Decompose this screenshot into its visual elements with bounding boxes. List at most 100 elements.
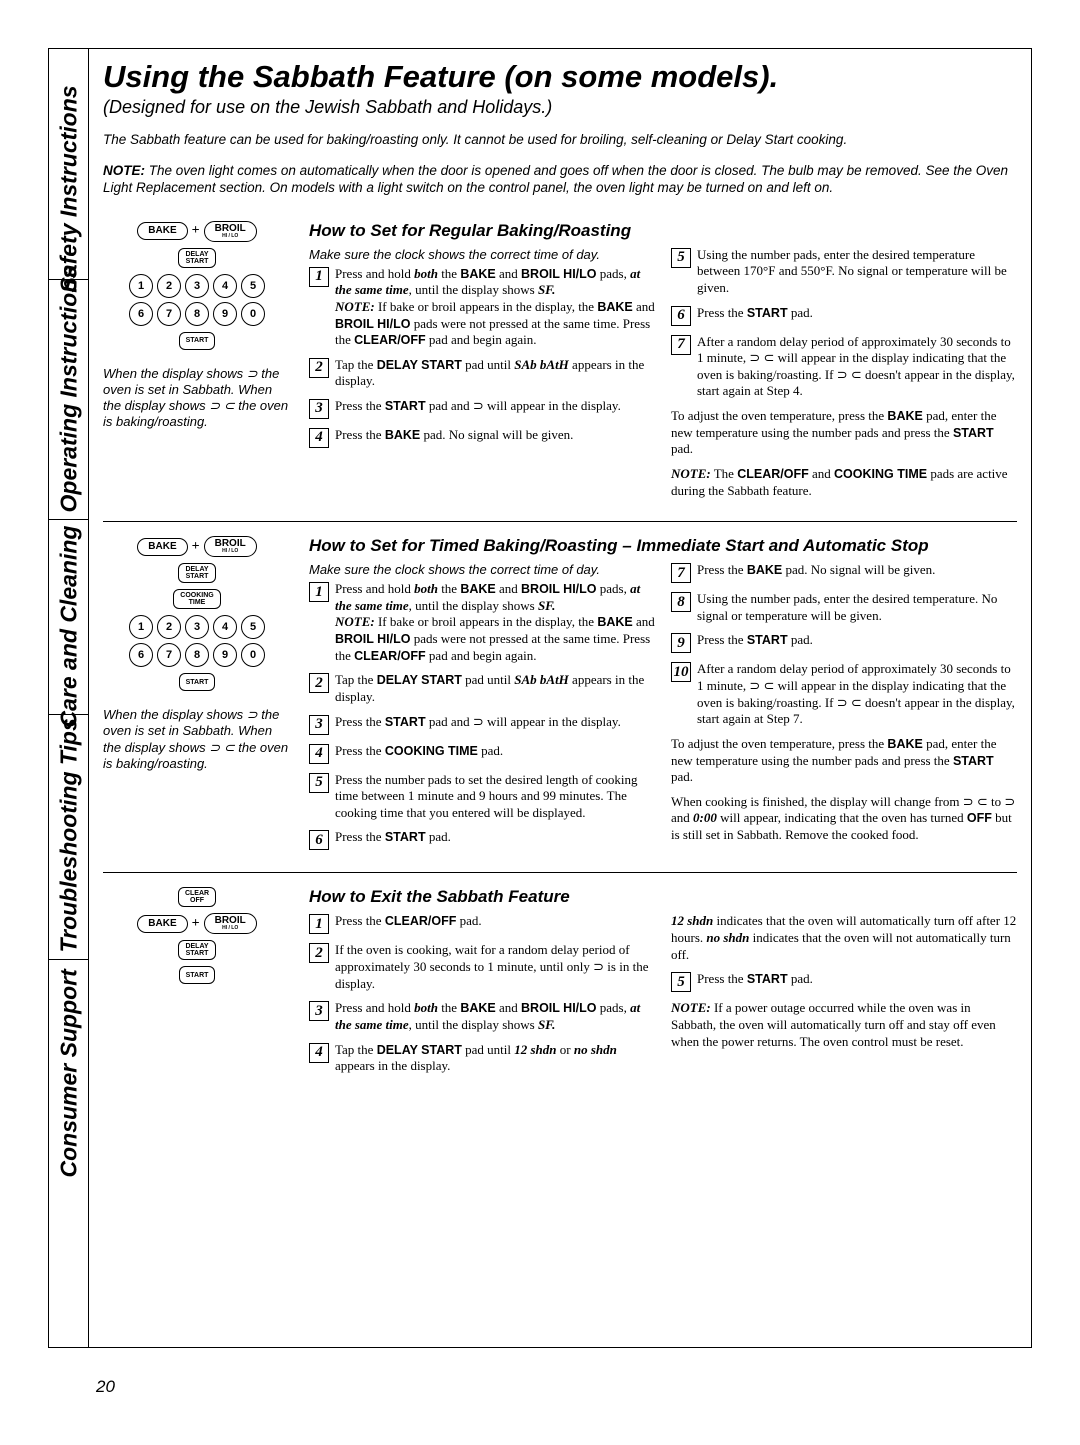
step-number-icon: 7 xyxy=(671,335,691,355)
num-1: 1 xyxy=(129,274,153,298)
steps-left: 1 Press and hold both the BAKE and BROIL… xyxy=(309,581,655,850)
step: 9 Press the START pad. xyxy=(671,632,1017,653)
step-number-icon: 4 xyxy=(309,1043,329,1063)
intro-line-2: NOTE: The oven light comes on automatica… xyxy=(103,163,1017,197)
step-number-icon: 4 xyxy=(309,428,329,448)
start-button: START xyxy=(179,673,216,691)
intro-line-1: The Sabbath feature can be used for baki… xyxy=(103,132,1017,149)
step-number-icon: 5 xyxy=(671,972,691,992)
step-text: Press the BAKE pad. No signal will be gi… xyxy=(335,427,573,448)
step-text: Tap the DELAY START pad until 12 shdn or… xyxy=(335,1042,655,1075)
step-number-icon: 5 xyxy=(309,773,329,793)
step-text: Press the START pad. xyxy=(697,305,813,326)
step: 2 If the oven is cooking, wait for a ran… xyxy=(309,942,655,992)
num-8: 8 xyxy=(185,643,209,667)
section-heading: How to Set for Timed Baking/Roasting – I… xyxy=(309,536,1017,556)
num-1: 1 xyxy=(129,615,153,639)
steps-right: 12 shdn indicates that the oven will aut… xyxy=(671,913,1017,1050)
step: 7 After a random delay period of approxi… xyxy=(671,334,1017,401)
clock-reminder: Make sure the clock shows the correct ti… xyxy=(309,562,655,577)
delay-start-button: DELAYSTART xyxy=(178,940,215,960)
clear-off-button: CLEAROFF xyxy=(178,887,216,907)
body-text: 12 shdn indicates that the oven will aut… xyxy=(671,913,1017,963)
step-number-icon: 2 xyxy=(309,943,329,963)
step-number-icon: 1 xyxy=(309,914,329,934)
bake-button: BAKE xyxy=(137,222,187,240)
num-4: 4 xyxy=(213,274,237,298)
sidebar-divider xyxy=(49,519,88,520)
step: 10 After a random delay period of approx… xyxy=(671,661,1017,728)
num-7: 7 xyxy=(157,302,181,326)
delay-start-button: DELAYSTART xyxy=(178,563,215,583)
step-number-icon: 4 xyxy=(309,744,329,764)
step: 4 Press the COOKING TIME pad. xyxy=(309,743,655,764)
step-number-icon: 8 xyxy=(671,592,691,612)
step-text: Press the CLEAR/OFF pad. xyxy=(335,913,482,934)
tab-care: Care and Cleaning xyxy=(56,528,83,728)
step-text: Press the START pad and ⊃ will appear in… xyxy=(335,398,621,419)
cooking-time-button: COOKINGTIME xyxy=(173,589,220,609)
start-button: START xyxy=(179,332,216,350)
step-number-icon: 1 xyxy=(309,582,329,602)
control-diagram-1: BAKE + BROILHI / LO DELAYSTART 1 2 3 4 5… xyxy=(103,221,291,508)
step-number-icon: 10 xyxy=(671,662,691,682)
number-pad: 1 2 3 4 5 6 7 8 9 0 xyxy=(129,615,265,667)
num-4: 4 xyxy=(213,615,237,639)
step-text: If the oven is cooking, wait for a rando… xyxy=(335,942,655,992)
tab-operating: Operating Instructions xyxy=(56,313,83,513)
broil-button: BROILHI / LO xyxy=(204,221,257,242)
step-text: After a random delay period of approxima… xyxy=(697,334,1017,401)
sidebar-divider xyxy=(49,959,88,960)
step-number-icon: 5 xyxy=(671,248,691,268)
start-button: START xyxy=(179,966,216,984)
step-text: Press and hold both the BAKE and BROIL H… xyxy=(335,1000,655,1033)
body-note: NOTE: The CLEAR/OFF and COOKING TIME pad… xyxy=(671,466,1017,499)
step-number-icon: 9 xyxy=(671,633,691,653)
step-number-icon: 6 xyxy=(309,830,329,850)
num-6: 6 xyxy=(129,643,153,667)
num-8: 8 xyxy=(185,302,209,326)
num-3: 3 xyxy=(185,274,209,298)
num-0: 0 xyxy=(241,302,265,326)
control-diagram-2: BAKE + BROILHI / LO DELAYSTART COOKINGTI… xyxy=(103,536,291,858)
steps-left: 1 Press the CLEAR/OFF pad. 2 If the oven… xyxy=(309,913,655,1074)
num-7: 7 xyxy=(157,643,181,667)
step-text: Tap the DELAY START pad until SAb bAtH a… xyxy=(335,672,655,705)
section-timed-baking: BAKE + BROILHI / LO DELAYSTART COOKINGTI… xyxy=(103,522,1017,873)
step: 3 Press and hold both the BAKE and BROIL… xyxy=(309,1000,655,1033)
step-text: Using the number pads, enter the desired… xyxy=(697,247,1017,297)
diagram-caption: When the display shows ⊃ the oven is set… xyxy=(103,707,291,772)
delay-start-button: DELAYSTART xyxy=(178,248,215,268)
plus-icon: + xyxy=(192,916,200,932)
step-text: Press the START pad. xyxy=(697,971,813,992)
section-exit-sabbath: CLEAROFF BAKE + BROILHI / LO DELAYSTART … xyxy=(103,873,1017,1096)
step: 1 Press the CLEAR/OFF pad. xyxy=(309,913,655,934)
step-number-icon: 3 xyxy=(309,399,329,419)
num-2: 2 xyxy=(157,615,181,639)
body-text: To adjust the oven temperature, press th… xyxy=(671,408,1017,458)
num-9: 9 xyxy=(213,643,237,667)
num-3: 3 xyxy=(185,615,209,639)
page-title: Using the Sabbath Feature (on some model… xyxy=(103,59,1017,95)
plus-icon: + xyxy=(192,539,200,555)
section-heading: How to Exit the Sabbath Feature xyxy=(309,887,1017,907)
step-text: Tap the DELAY START pad until SAb bAtH a… xyxy=(335,357,655,390)
step: 3 Press the START pad and ⊃ will appear … xyxy=(309,398,655,419)
clock-reminder: Make sure the clock shows the correct ti… xyxy=(309,247,655,262)
step: 8 Using the number pads, enter the desir… xyxy=(671,591,1017,624)
steps-right: 7 Press the BAKE pad. No signal will be … xyxy=(671,562,1017,844)
step-text: Press the BAKE pad. No signal will be gi… xyxy=(697,562,935,583)
sidebar-tabs: Safety Instructions Operating Instructio… xyxy=(49,49,89,1347)
step: 6 Press the START pad. xyxy=(671,305,1017,326)
section-heading: How to Set for Regular Baking/Roasting xyxy=(309,221,1017,241)
step-text: After a random delay period of approxima… xyxy=(697,661,1017,728)
step: 5 Using the number pads, enter the desir… xyxy=(671,247,1017,297)
diagram-caption: When the display shows ⊃ the oven is set… xyxy=(103,366,291,431)
step: 4 Press the BAKE pad. No signal will be … xyxy=(309,427,655,448)
step: 2 Tap the DELAY START pad until SAb bAtH… xyxy=(309,672,655,705)
page-number: 20 xyxy=(96,1377,115,1397)
step-number-icon: 1 xyxy=(309,267,329,287)
step-text: Press and hold both the BAKE and BROIL H… xyxy=(335,581,655,664)
step: 6 Press the START pad. xyxy=(309,829,655,850)
body-text: To adjust the oven temperature, press th… xyxy=(671,736,1017,786)
